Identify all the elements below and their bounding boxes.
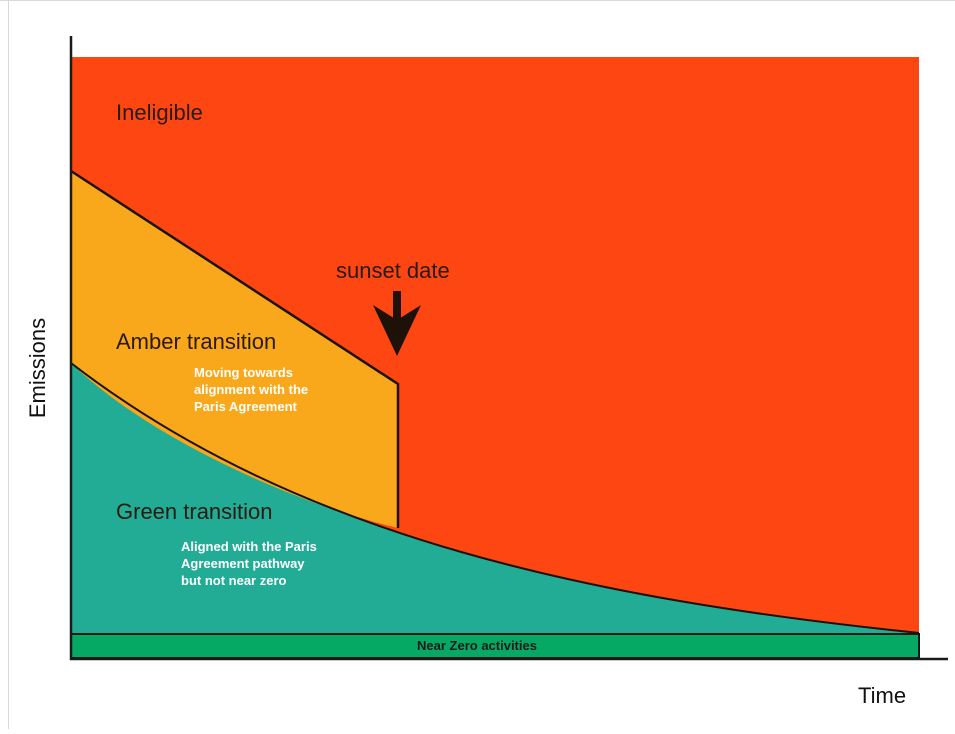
- down-arrow-icon: [373, 291, 421, 356]
- green-transition-region: [71, 363, 919, 634]
- amber-description-line-2: alignment with the: [194, 382, 308, 397]
- frame-top-border: [0, 0, 955, 1]
- amber-description-line-1: Moving towards: [194, 365, 293, 380]
- amber-transition-label: Amber transition: [116, 329, 276, 354]
- near-zero-label: Near Zero activities: [417, 638, 537, 653]
- ineligible-label: Ineligible: [116, 100, 203, 125]
- green-description-line-3: but not near zero: [181, 573, 287, 588]
- amber-description-line-3: Paris Agreement: [194, 399, 298, 414]
- green-description-line-1: Aligned with the Paris: [181, 539, 317, 554]
- frame-left-border: [8, 0, 9, 729]
- green-description-line-2: Agreement pathway: [181, 556, 305, 571]
- green-boundary-line: [70, 362, 920, 634]
- x-axis-title: Time: [858, 683, 906, 708]
- amber-transition-region: [71, 171, 398, 528]
- near-zero-band: [70, 633, 920, 659]
- amber-boundary-line: [70, 169, 400, 528]
- sunset-date-label: sunset date: [336, 258, 450, 283]
- green-transition-label: Green transition: [116, 499, 273, 524]
- y-axis-title: Emissions: [25, 318, 50, 418]
